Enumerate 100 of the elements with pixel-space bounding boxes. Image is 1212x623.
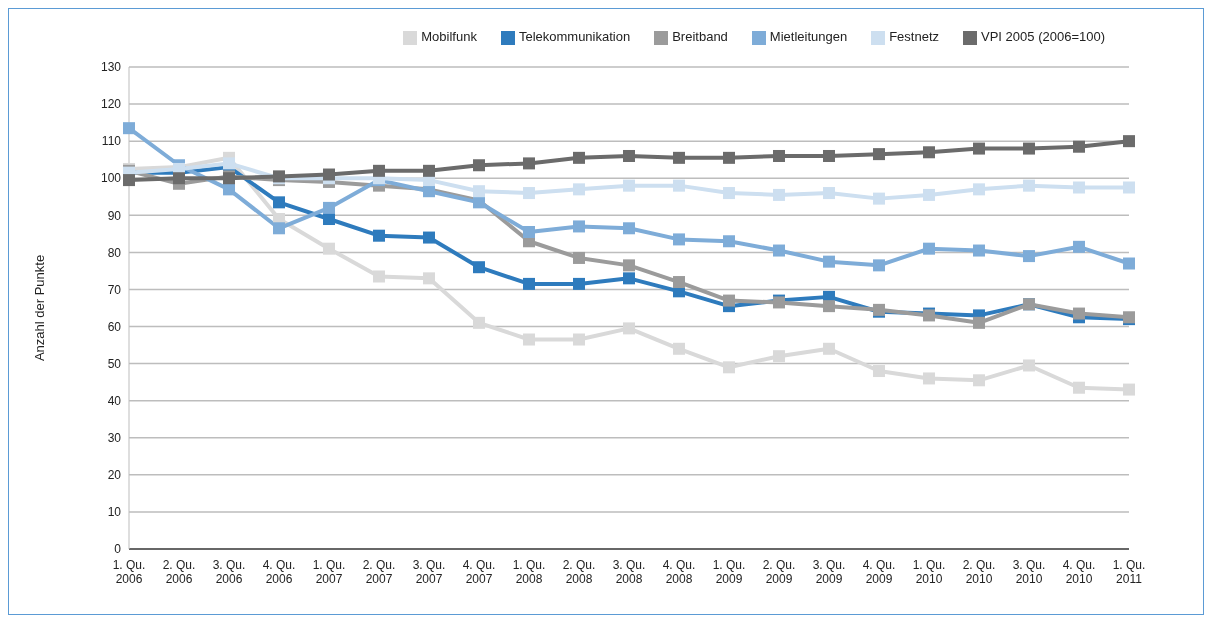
point: [523, 187, 535, 200]
point: [773, 244, 785, 257]
point: [373, 270, 385, 283]
point: [473, 316, 485, 329]
y-tick-label: 70: [107, 282, 122, 297]
point: [473, 159, 485, 172]
point: [573, 220, 585, 233]
point: [673, 151, 685, 164]
point: [323, 213, 335, 226]
y-tick-label: 60: [107, 319, 122, 334]
point: [523, 277, 535, 290]
point: [723, 235, 735, 248]
point: [673, 233, 685, 246]
point: [323, 242, 335, 255]
point: [573, 333, 585, 346]
point: [173, 172, 185, 185]
x-tick-label: 3. Qu. 2006: [212, 558, 246, 586]
x-tick-label: 3. Qu. 2010: [1012, 558, 1046, 586]
point: [423, 231, 435, 244]
x-tick-label: 2. Qu. 2010: [962, 558, 996, 586]
point: [873, 192, 885, 205]
point: [223, 157, 235, 170]
point: [573, 277, 585, 290]
y-tick-label: 20: [107, 468, 122, 483]
point: [1123, 181, 1135, 194]
point: [973, 142, 985, 155]
x-tick-label: 2. Qu. 2009: [762, 558, 796, 586]
point: [623, 272, 635, 285]
point: [423, 164, 435, 177]
point: [823, 149, 835, 162]
point: [973, 244, 985, 257]
point: [1073, 307, 1085, 320]
point: [523, 157, 535, 170]
x-tick-label: 3. Qu. 2007: [412, 558, 446, 586]
y-axis-title: Anzahl der Punkte: [31, 254, 47, 362]
point: [1123, 383, 1135, 396]
point: [973, 374, 985, 387]
y-tick-label: 40: [107, 393, 122, 408]
y-tick-label: 50: [107, 356, 122, 371]
x-tick-label: 2. Qu. 2007: [362, 558, 396, 586]
point: [623, 149, 635, 162]
y-tick-label: 0: [114, 542, 122, 557]
point: [123, 174, 135, 187]
point: [873, 365, 885, 378]
point: [1123, 257, 1135, 270]
point: [473, 261, 485, 274]
point: [1023, 359, 1035, 372]
point: [723, 361, 735, 374]
point: [673, 276, 685, 289]
point: [1023, 250, 1035, 263]
point: [773, 350, 785, 363]
point: [823, 342, 835, 355]
x-tick-label: 4. Qu. 2010: [1062, 558, 1096, 586]
point: [523, 225, 535, 238]
point: [223, 183, 235, 196]
x-tick-label: 2. Qu. 2008: [562, 558, 596, 586]
point: [573, 251, 585, 264]
point: [723, 294, 735, 307]
point: [373, 164, 385, 177]
legend-label: VPI 2005 (2006=100): [981, 29, 1105, 44]
point: [773, 149, 785, 162]
point: [823, 187, 835, 200]
point: [973, 183, 985, 196]
legend-label: Telekommunikation: [518, 29, 631, 44]
point: [923, 188, 935, 201]
point: [673, 342, 685, 355]
point: [823, 300, 835, 313]
point: [923, 242, 935, 255]
y-tick-label: 130: [100, 60, 122, 75]
point: [673, 179, 685, 192]
point: [1073, 381, 1085, 394]
point: [623, 322, 635, 335]
point: [873, 148, 885, 161]
x-tick-label: 3. Qu. 2008: [612, 558, 646, 586]
point: [923, 146, 935, 159]
point: [423, 272, 435, 285]
point: [723, 187, 735, 200]
point: [1023, 179, 1035, 192]
x-tick-label: 1. Qu. 2010: [912, 558, 946, 586]
point: [273, 222, 285, 235]
legend-label: Mobilfunk: [421, 29, 477, 44]
point: [323, 201, 335, 214]
point: [623, 259, 635, 272]
x-tick-label: 4. Qu. 2008: [662, 558, 696, 586]
point: [1073, 240, 1085, 253]
point: [473, 185, 485, 198]
point: [323, 168, 335, 181]
legend-label: Breitband: [672, 29, 728, 44]
x-tick-label: 3. Qu. 2009: [812, 558, 846, 586]
point: [573, 183, 585, 196]
point: [1073, 181, 1085, 194]
x-tick-label: 1. Qu. 2009: [712, 558, 746, 586]
x-tick-label: 1. Qu. 2008: [512, 558, 546, 586]
point: [523, 333, 535, 346]
x-tick-label: 1. Qu. 2011: [1112, 558, 1146, 586]
y-tick-label: 90: [107, 208, 122, 223]
x-tick-label: 4. Qu. 2007: [462, 558, 496, 586]
x-tick-label: 1. Qu. 2007: [312, 558, 346, 586]
x-tick-label: 4. Qu. 2006: [262, 558, 296, 586]
x-tick-label: 1. Qu. 2006: [112, 558, 146, 586]
